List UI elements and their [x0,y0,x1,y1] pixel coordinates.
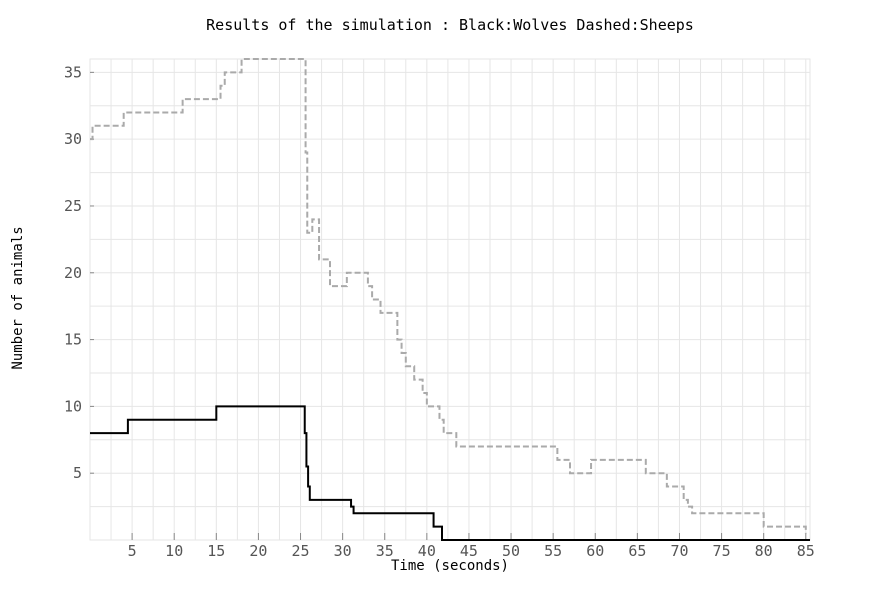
chart-title: Results of the simulation : Black:Wolves… [206,16,694,34]
x-tick-label: 45 [460,542,478,560]
series-line-wolves [90,405,810,541]
x-tick-label: 5 [128,542,137,560]
x-tick-label: 40 [418,542,436,560]
x-tick-label: 60 [586,542,604,560]
plot-frame [89,58,811,541]
series-line-sheeps [90,58,807,534]
y-tick-label: 25 [64,197,82,215]
x-axis-ticks: 5 10 15 20 25 30 35 40 45 50 55 60 65 70 75 80 85 [128,533,815,560]
y-axis-label: Number of animals [10,226,26,369]
y-tick-label: 10 [64,397,82,415]
x-tick-label: 30 [334,542,352,560]
x-tick-label: 55 [544,542,562,560]
y-tick-label: 35 [64,63,82,81]
x-tick-label: 10 [165,542,183,560]
x-tick-label: 20 [249,542,267,560]
x-tick-label: 35 [376,542,394,560]
x-tick-label: 25 [291,542,309,560]
y-tick-label: 5 [73,464,82,482]
x-tick-label: 50 [502,542,520,560]
y-tick-label: 30 [64,130,82,148]
x-tick-label: 75 [713,542,731,560]
x-tick-label: 15 [207,542,225,560]
y-tick-label: 20 [64,264,82,282]
x-tick-label: 80 [755,542,773,560]
series-group [90,58,810,541]
y-tick-label: 15 [64,331,82,349]
x-tick-label: 85 [797,542,815,560]
grid [90,59,810,540]
x-tick-label: 70 [670,542,688,560]
x-axis-label: Time (seconds) [391,558,509,574]
x-tick-label: 65 [628,542,646,560]
y-axis-ticks: 5 10 15 20 25 30 35 [64,63,94,482]
